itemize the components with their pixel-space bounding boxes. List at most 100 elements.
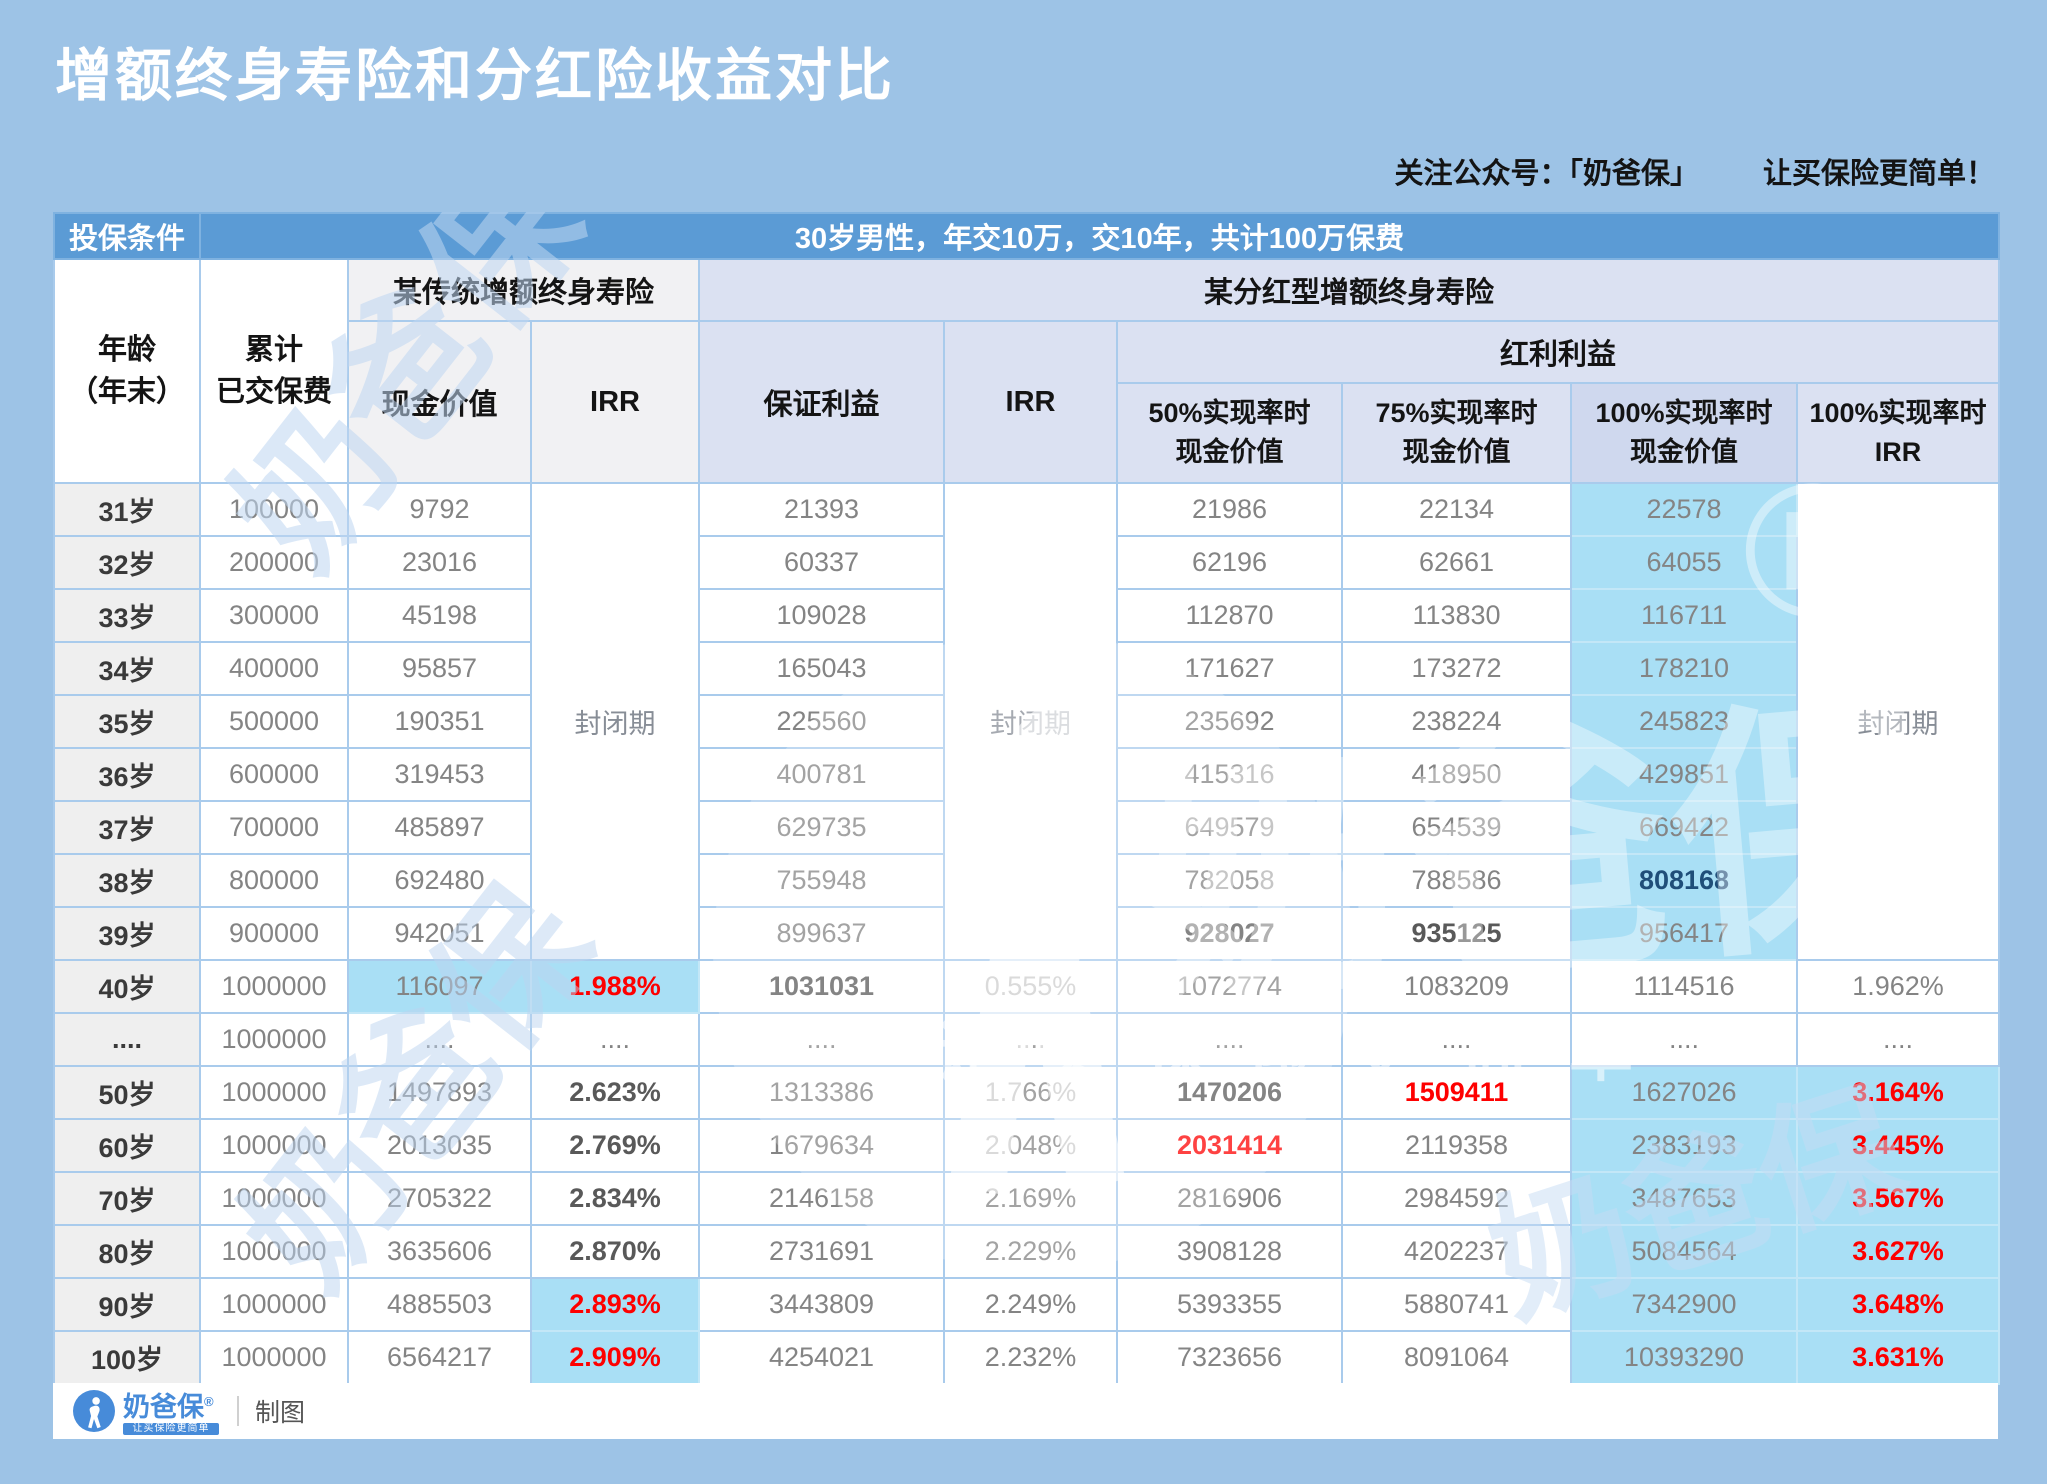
cell-irr: 2.893% — [530, 1277, 700, 1332]
cell-guaranteed-irr: 2.229% — [943, 1224, 1118, 1279]
cell-p75: 2119358 — [1341, 1118, 1572, 1173]
cell-p75: 1083209 — [1341, 959, 1572, 1014]
header-group-row: 年龄 （年末） 累计 已交保费 某传统增额终身寿险 某分红型增额终身寿险 — [53, 258, 2001, 484]
cell-guaranteed: 1679634 — [698, 1118, 945, 1173]
brand-tagline: 让买保险更简单 — [123, 1422, 219, 1435]
cell-age: 100岁 — [53, 1330, 201, 1385]
cell-cash-value: 1497893 — [347, 1065, 532, 1120]
cell-closed-period: 封闭期 — [1795, 482, 2001, 961]
cell-p100: 64055 — [1570, 535, 1798, 590]
cell-p100-irr: 3.567% — [1795, 1171, 2001, 1226]
cell-p100: 3487653 — [1570, 1171, 1798, 1226]
cell-p75: 113830 — [1341, 588, 1572, 643]
cell-age: 36岁 — [53, 747, 201, 802]
cell-p100: 116711 — [1570, 588, 1798, 643]
col-header-p100: 100%实现率时 现金价值 — [1570, 382, 1798, 484]
table-row: 37岁 700000 485897 629735 649579 654539 6… — [53, 800, 1999, 855]
cell-closed-period: 封闭期 — [530, 482, 700, 961]
cell-p100: 178210 — [1570, 641, 1798, 696]
group-header-participating: 某分红型增额终身寿险 — [697, 258, 2001, 322]
cell-p75: 2984592 — [1341, 1171, 1572, 1226]
condition-value: 30岁男性，年交10万，交10年，共计100万保费 — [198, 212, 2001, 260]
cell-age: 70岁 — [53, 1171, 201, 1226]
follow-note-right: 让买保险更简单！ — [1762, 158, 1995, 190]
cell-p50: 1072774 — [1116, 959, 1343, 1014]
cell-guaranteed-irr: .... — [943, 1012, 1118, 1067]
cell-age: 34岁 — [53, 641, 201, 696]
cell-p100: 5084564 — [1570, 1224, 1798, 1279]
cell-irr: 2.834% — [530, 1171, 700, 1226]
cell-cash-value: 2013035 — [347, 1118, 532, 1173]
cell-p100: 429851 — [1570, 747, 1798, 802]
cell-cash-value: 692480 — [347, 853, 532, 908]
cell-guaranteed: 60337 — [698, 535, 945, 590]
cell-premium: 300000 — [199, 588, 349, 643]
cell-irr: .... — [530, 1012, 700, 1067]
cell-guaranteed: 1313386 — [698, 1065, 945, 1120]
cell-guaranteed: 4254021 — [698, 1330, 945, 1385]
cell-p50: 21986 — [1116, 482, 1343, 537]
cell-p75: 173272 — [1341, 641, 1572, 696]
table-row: 34岁 400000 95857 165043 171627 173272 17… — [53, 641, 1999, 696]
cell-guaranteed: 2731691 — [698, 1224, 945, 1279]
cell-p50: 649579 — [1116, 800, 1343, 855]
col-header-guaranteed: 保证利益 — [698, 320, 945, 484]
header-mid-row: 现金价值 IRR 保证利益 IRR 红利利益 — [54, 320, 2001, 484]
table-row: 38岁 800000 692480 755948 782058 788586 8… — [53, 853, 1999, 908]
cell-premium: 1000000 — [199, 959, 349, 1014]
table-row: 80岁 1000000 3635606 2.870% 2731691 2.229… — [53, 1224, 2001, 1279]
brand-name-text: 奶爸保 — [123, 1391, 204, 1422]
brand-logo: 奶爸保® 让买保险更简单 — [73, 1388, 219, 1435]
cell-p50: 2816906 — [1116, 1171, 1343, 1226]
table-row: 39岁 900000 942051 899637 928027 935125 9… — [53, 906, 1999, 961]
cell-p100: 669422 — [1570, 800, 1798, 855]
cell-premium: 1000000 — [199, 1330, 349, 1385]
table-row: 36岁 600000 319453 400781 415316 418950 4… — [53, 747, 1999, 802]
cell-age: 50岁 — [53, 1065, 201, 1120]
cell-guaranteed-irr: 2.169% — [943, 1171, 1118, 1226]
cell-p50: 235692 — [1116, 694, 1343, 749]
cell-age: 39岁 — [53, 906, 201, 961]
cell-premium: 400000 — [199, 641, 349, 696]
cell-guaranteed: 165043 — [698, 641, 945, 696]
cell-p50: 7323656 — [1116, 1330, 1343, 1385]
cell-p100-irr: 3.627% — [1795, 1224, 2001, 1279]
cell-premium: 200000 — [199, 535, 349, 590]
col-header-guaranteed-irr: IRR — [943, 320, 1118, 484]
condition-row: 投保条件 30岁男性，年交10万，交10年，共计100万保费 — [53, 212, 2001, 260]
cell-age: 80岁 — [53, 1224, 201, 1279]
cell-p75: 5880741 — [1341, 1277, 1572, 1332]
cell-age: 31岁 — [53, 482, 201, 537]
table-row: 100岁 1000000 6564217 2.909% 4254021 2.23… — [53, 1330, 2001, 1385]
group-header-traditional: 某传统增额终身寿险 — [347, 258, 700, 322]
cell-p75: 935125 — [1341, 906, 1572, 961]
cell-cash-value: 3635606 — [347, 1224, 532, 1279]
cell-guaranteed: 629735 — [698, 800, 945, 855]
condition-label: 投保条件 — [53, 212, 201, 260]
cell-premium: 900000 — [199, 906, 349, 961]
cell-premium: 600000 — [199, 747, 349, 802]
cell-guaranteed: .... — [698, 1012, 945, 1067]
cell-age: 38岁 — [53, 853, 201, 908]
cell-guaranteed: 3443809 — [698, 1277, 945, 1332]
cell-p100: 956417 — [1570, 906, 1798, 961]
cell-p75: .... — [1341, 1012, 1572, 1067]
table-row: 40岁 1000000 116097 1.988% 1031031 0.555%… — [53, 959, 2001, 1014]
col-header-age: 年龄 （年末） — [53, 258, 201, 484]
footer-bar: 奶爸保® 让买保险更简单 制图 — [53, 1383, 1998, 1439]
cell-guaranteed: 109028 — [698, 588, 945, 643]
cell-age: 60岁 — [53, 1118, 201, 1173]
cell-p50: 62196 — [1116, 535, 1343, 590]
cell-premium: 1000000 — [199, 1065, 349, 1120]
cell-p100: 22578 — [1570, 482, 1798, 537]
header-sub-row: 50%实现率时 现金价值 75%实现率时 现金价值 100%实现率时 现金价值 … — [54, 382, 2001, 484]
table-row: 70岁 1000000 2705322 2.834% 2146158 2.169… — [53, 1171, 2001, 1226]
cell-guaranteed: 225560 — [698, 694, 945, 749]
comparison-table-wrap: 投保条件 30岁男性，年交10万，交10年，共计100万保费 年龄 （年末） 累… — [53, 212, 2001, 1385]
cell-cash-value: 6564217 — [347, 1330, 532, 1385]
page-title: 增额终身寿险和分红险收益对比 — [55, 44, 895, 108]
cell-p50: 415316 — [1116, 747, 1343, 802]
cell-premium: 1000000 — [199, 1224, 349, 1279]
cell-premium: 1000000 — [199, 1118, 349, 1173]
